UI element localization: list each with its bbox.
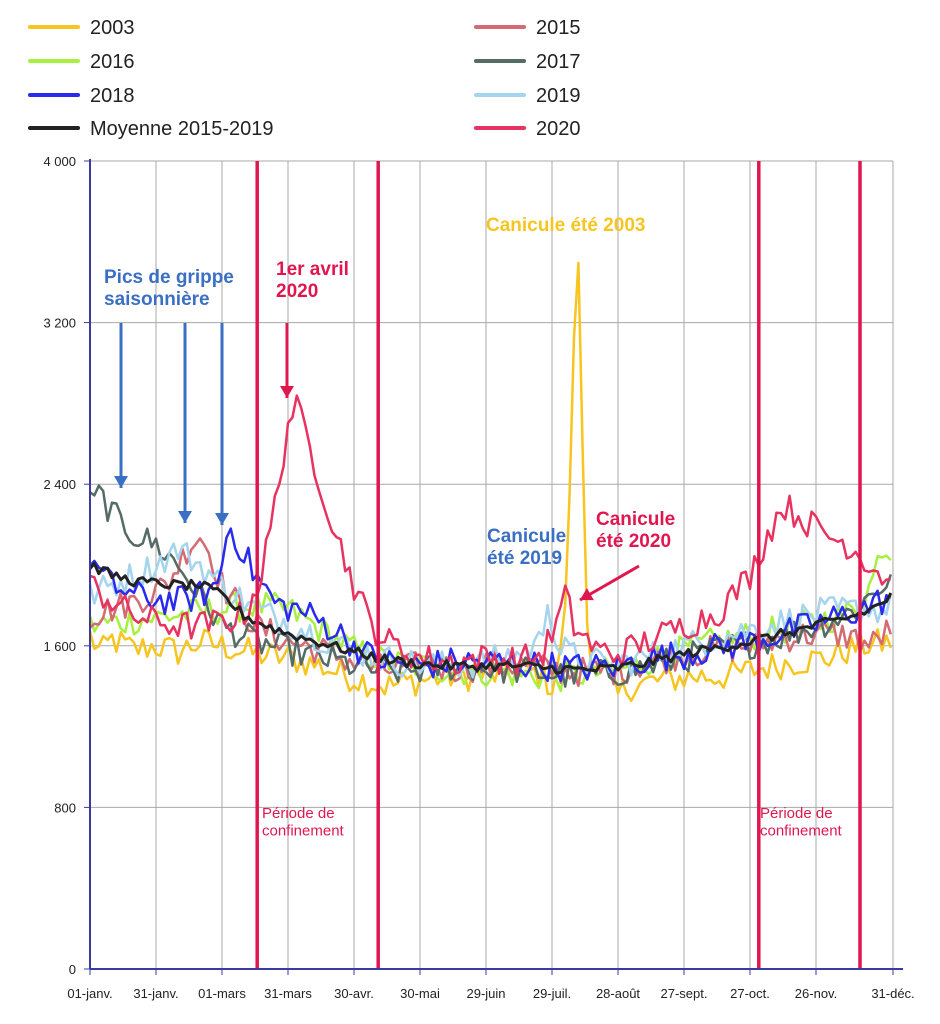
legend-item: 2018 <box>28 85 135 107</box>
x-tick-label: 27-sept. <box>661 986 708 1001</box>
legend-label: 2015 <box>536 17 581 39</box>
legend-label: 2003 <box>90 17 135 39</box>
x-tick-label: 31-mars <box>264 986 312 1001</box>
x-tick-label: 29-juin <box>466 986 505 1001</box>
annotation-confinement-2: Période de confinement <box>760 805 843 839</box>
y-tick-label: 1 600 <box>43 639 76 654</box>
annotation-canicule-2020: Canicule été 2020 <box>596 509 675 552</box>
annotation-canicule-2003: Canicule été 2003 <box>486 215 645 236</box>
x-tick-label: 27-oct. <box>730 986 770 1001</box>
arrow-grippe-1 <box>114 323 128 488</box>
y-tick-label: 800 <box>54 800 76 815</box>
x-tick-label: 01-mars <box>198 986 246 1001</box>
x-tick-label: 26-nov. <box>795 986 837 1001</box>
legend-item: 2017 <box>474 51 581 73</box>
legend-label: 2017 <box>536 51 581 73</box>
legend-label: Moyenne 2015-2019 <box>90 118 273 140</box>
legend-item: 2019 <box>474 85 581 107</box>
x-tick-label: 28-août <box>596 986 640 1001</box>
legend-item: 2016 <box>28 51 135 73</box>
arrow-1er-avril <box>280 323 294 398</box>
legend-item: 2015 <box>474 17 581 39</box>
y-tick-label: 4 000 <box>43 154 76 169</box>
y-tick-label: 2 400 <box>43 477 76 492</box>
legend-label: 2016 <box>90 51 135 73</box>
x-tick-label: 29-juil. <box>533 986 571 1001</box>
confinement-lines <box>255 161 862 969</box>
y-tick-label: 3 200 <box>43 316 76 331</box>
legend-item: Moyenne 2015-2019 <box>28 118 273 140</box>
legend-item: 2020 <box>474 118 581 140</box>
x-tick-label: 01-janv. <box>67 986 112 1001</box>
legend-item: 2003 <box>28 17 135 39</box>
x-tick-label: 31-déc. <box>871 986 914 1001</box>
legend-label: 2019 <box>536 85 581 107</box>
arrow-grippe-3 <box>215 323 229 525</box>
legend-label: 2018 <box>90 85 135 107</box>
annotation-grippe: Pics de grippe saisonnière <box>104 267 234 310</box>
arrow-canicule-2020 <box>579 564 640 602</box>
legend-label: 2020 <box>536 118 581 140</box>
series-line <box>88 261 892 703</box>
legend: 2003 2015 2016 2017 2018 2019 2020 Moyenne 2015… <box>28 17 581 140</box>
y-tick-label: 0 <box>69 962 76 977</box>
annotation-confinement-1: Période de confinement <box>262 805 345 839</box>
annotations: Pics de grippe saisonnière 1er avril 2020 Ca… <box>104 215 843 839</box>
axes <box>89 159 903 970</box>
series-lines <box>88 261 893 703</box>
arrow-grippe-2 <box>178 323 192 523</box>
annotation-1er-avril: 1er avril 2020 <box>276 259 349 302</box>
x-tick-label: 31-janv. <box>133 986 178 1001</box>
annotation-canicule-2019: Canicule été 2019 <box>487 526 566 569</box>
x-tick-label: 30-avr. <box>334 986 374 1001</box>
x-tick-label: 30-mai <box>400 986 440 1001</box>
